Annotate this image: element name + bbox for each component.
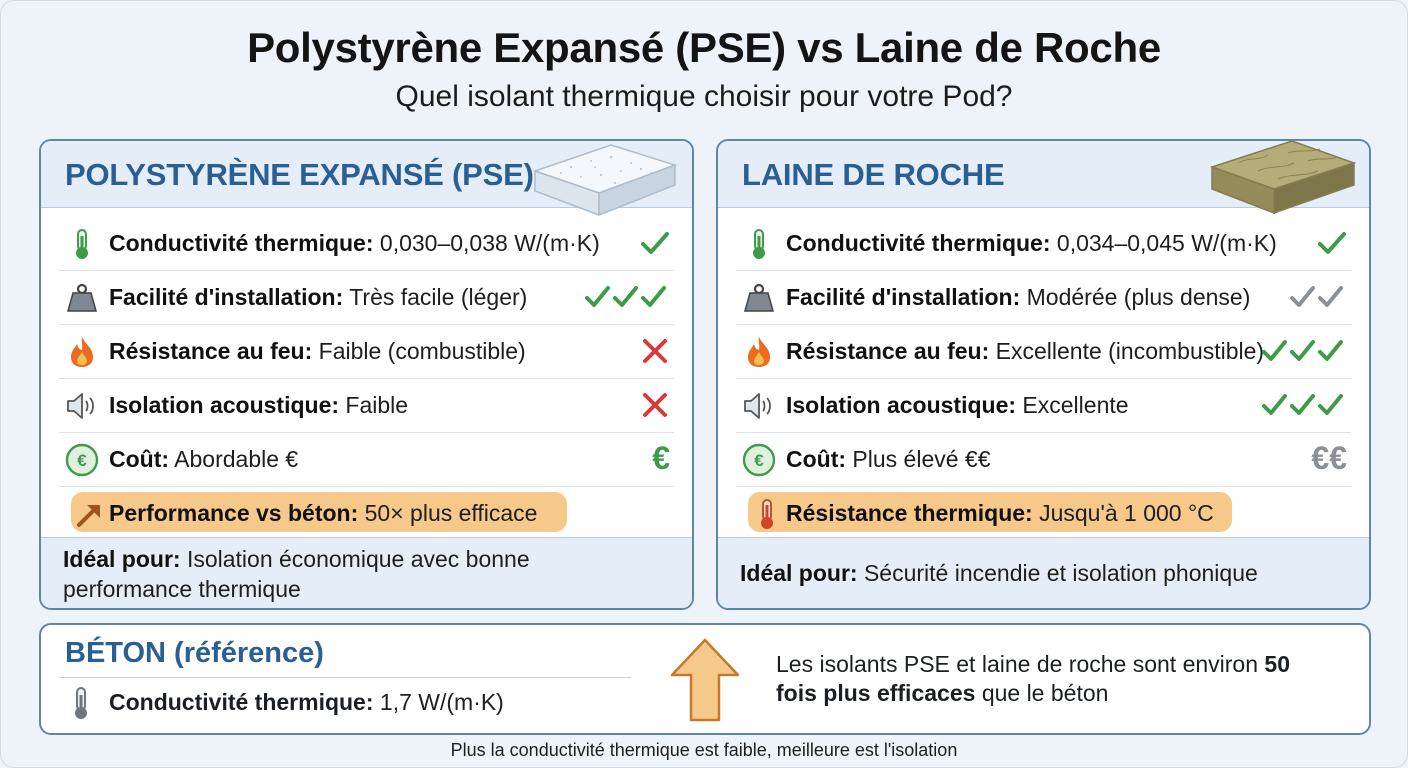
svg-text:€: €	[77, 451, 87, 470]
check-icon	[1318, 232, 1346, 254]
triple-check-icon	[585, 286, 666, 307]
beton-conductivity-text: Conductivité thermique: 1,7 W/(m·K)	[109, 689, 504, 715]
euro-rating: €	[652, 440, 670, 476]
thermometer-icon	[753, 229, 765, 259]
laine-ideal-box: Idéal pour: Sécurité incendie et isolati…	[718, 537, 1369, 608]
pse-cost-text: Coût: Abordable €	[109, 446, 299, 472]
beton-divider	[59, 677, 631, 678]
pse-performance-text: Performance vs béton: 50× plus efficace	[109, 500, 538, 526]
laine-card: LAINE DE ROCHE Conductivité thermique: 0…	[716, 139, 1371, 610]
pse-row-conductivity: Conductivité thermique: 0,030–0,038 W/(m…	[59, 216, 674, 271]
laine-thermal-resistance-text: Résistance thermique: Jusqu'à 1 000 °C	[786, 500, 1214, 526]
pse-acoustic-text: Isolation acoustique: Faible	[109, 392, 409, 418]
pse-fire-text: Résistance au feu: Faible (combustible)	[109, 338, 526, 364]
laine-fire-text: Résistance au feu: Excellente (incombust…	[786, 338, 1265, 364]
thermal-resistance-highlight	[748, 492, 1232, 532]
pse-row-acoustic: Isolation acoustique: Faible	[59, 378, 674, 433]
laine-installation-text: Facilité d'installation: Modérée (plus d…	[786, 284, 1251, 310]
up-arrow-icon	[670, 638, 740, 722]
laine-acoustic-text: Isolation acoustique: Excellente	[786, 392, 1129, 418]
pse-conductivity-text: Conductivité thermique: 0,030–0,038 W/(m…	[109, 230, 600, 256]
speaker-icon	[744, 393, 771, 419]
laine-row-cost: € Coût: Plus élevé €€ €€	[736, 432, 1351, 487]
footer-note: Plus la conductivité thermique est faibl…	[450, 740, 958, 760]
laine-row-acoustic: Isolation acoustique: Excellente	[736, 378, 1351, 433]
triple-check-icon	[1262, 394, 1343, 415]
pse-card: POLYSTYRÈNE EXPANSÉ (PSE) Conductivité t…	[39, 139, 694, 610]
weight-icon	[744, 283, 774, 312]
performance-highlight	[71, 492, 567, 532]
trend-arrow-icon	[77, 505, 100, 527]
page-subtitle: Quel isolant thermique choisir pour votr…	[395, 80, 1013, 113]
rock-wool-block-icon	[1209, 141, 1357, 215]
flame-icon	[748, 337, 770, 367]
laine-row-conductivity: Conductivité thermique: 0,034–0,045 W/(m…	[736, 216, 1351, 271]
pse-installation-text: Facilité d'installation: Très facile (lé…	[109, 284, 528, 310]
hot-thermometer-icon	[761, 499, 773, 529]
pse-ideal-text: Idéal pour: Isolation économique avec bo…	[63, 546, 530, 602]
pse-row-cost: € Coût: Abordable € €	[59, 432, 674, 487]
beton-efficiency-note: Les isolants PSE et laine de roche sont …	[776, 651, 1290, 706]
pse-row-installation: Facilité d'installation: Très facile (lé…	[59, 270, 674, 325]
page-title: Polystyrène Expansé (PSE) vs Laine de Ro…	[247, 24, 1161, 71]
grey-thermometer-icon	[75, 687, 87, 719]
pse-row-performance: Performance vs béton: 50× plus efficace	[59, 486, 674, 540]
euro-coin-icon: €	[65, 443, 99, 477]
beton-card: BÉTON (référence) Conductivité thermique…	[39, 623, 1371, 735]
pse-card-title: POLYSTYRÈNE EXPANSÉ (PSE)	[65, 157, 534, 192]
speaker-icon	[67, 393, 94, 419]
euro-coin-icon: €	[742, 443, 776, 477]
laine-row-installation: Facilité d'installation: Modérée (plus d…	[736, 270, 1351, 325]
cross-icon	[643, 393, 667, 417]
laine-row-thermal-resistance: Résistance thermique: Jusqu'à 1 000 °C	[736, 486, 1351, 540]
cross-icon	[643, 339, 667, 363]
check-icon	[641, 232, 669, 254]
pse-ideal-box: Idéal pour: Isolation économique avec bo…	[41, 537, 692, 608]
beton-card-title: BÉTON (référence)	[65, 637, 324, 669]
laine-card-title: LAINE DE ROCHE	[742, 157, 1005, 192]
pse-card-header: POLYSTYRÈNE EXPANSÉ (PSE)	[41, 141, 692, 217]
thermometer-icon	[76, 229, 88, 259]
double-grey-check-icon	[1290, 286, 1343, 307]
weight-icon	[67, 283, 97, 312]
euro-rating: €€	[1311, 440, 1347, 476]
laine-cost-text: Coût: Plus élevé €€	[786, 446, 991, 472]
laine-row-fire: Résistance au feu: Excellente (incombust…	[736, 324, 1351, 379]
triple-check-icon	[1262, 340, 1343, 361]
laine-card-header: LAINE DE ROCHE	[718, 141, 1369, 215]
svg-text:€: €	[754, 451, 764, 470]
pse-row-fire: Résistance au feu: Faible (combustible)	[59, 324, 674, 379]
flame-icon	[71, 337, 93, 367]
laine-ideal-text: Idéal pour: Sécurité incendie et isolati…	[740, 560, 1258, 586]
polystyrene-block-icon	[532, 144, 678, 217]
laine-conductivity-text: Conductivité thermique: 0,034–0,045 W/(m…	[786, 230, 1277, 256]
